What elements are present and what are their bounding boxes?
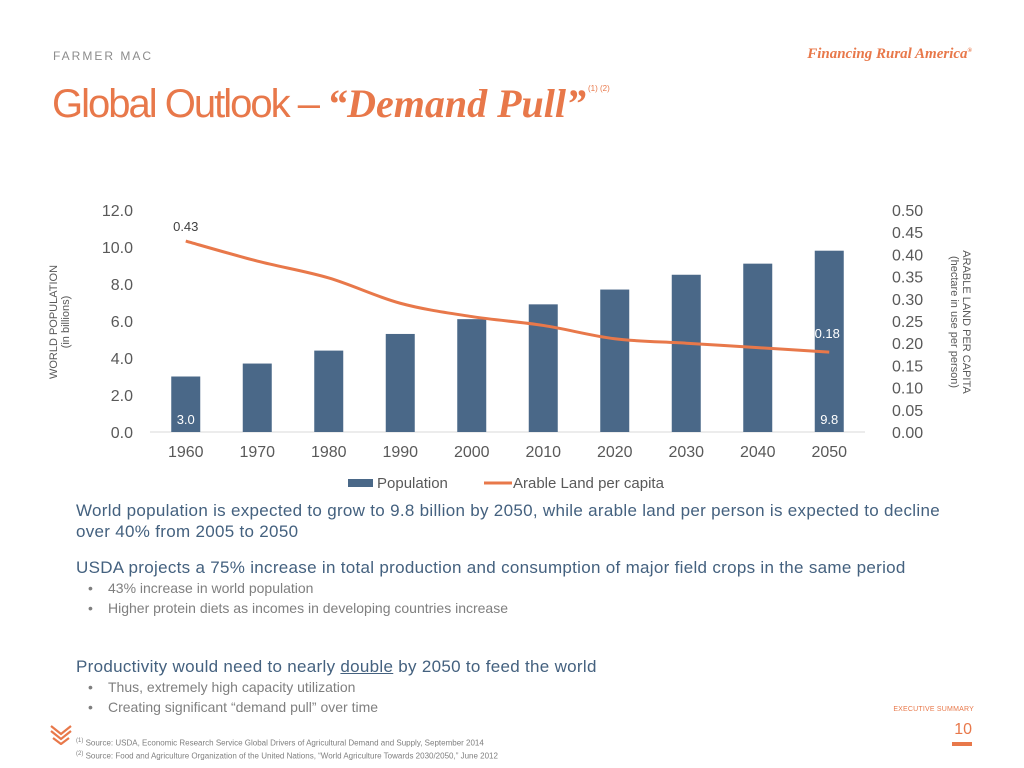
data-label: 0.18 [815, 326, 840, 341]
x-tick-label: 1960 [168, 444, 204, 461]
y2-tick-label: 0.10 [892, 381, 923, 398]
x-tick-label: 2010 [525, 444, 561, 461]
population-bar [242, 363, 272, 432]
lead-text-part: by 2050 to feed the world [393, 657, 597, 676]
bullet-item: • Thus, extremely high capacity utilizati… [76, 677, 976, 697]
x-tick-label: 1990 [382, 444, 418, 461]
y-tick-label: 4.0 [111, 351, 133, 368]
population-bar [385, 333, 415, 432]
population-bar [457, 319, 487, 432]
population-bar [600, 289, 630, 432]
y2-tick-label: 0.30 [892, 292, 923, 309]
farmer-mac-logo-icon [50, 725, 72, 745]
y2-tick-label: 0.40 [892, 247, 923, 264]
x-tick-label: 1980 [311, 444, 347, 461]
page-title: Global Outlook – “Demand Pull” (1) (2) [52, 80, 610, 127]
title-plain: Global Outlook – [52, 82, 328, 126]
y2-tick-label: 0.15 [892, 358, 923, 375]
population-arable-chart: 0.0 2.0 4.0 6.0 8.0 10.0 12.0 0.00 0.05 0.10 0.15… [102, 203, 923, 492]
legend-swatch-population [348, 479, 373, 487]
y-tick-label: 6.0 [111, 314, 133, 331]
brand-name: FARMER MAC [53, 49, 154, 63]
y-axis-right-title: ARABLE LAND PER CAPITA [960, 250, 972, 394]
bullet-text: Higher protein diets as incomes in devel… [108, 600, 508, 616]
paragraph-productivity: Productivity would need to nearly double… [76, 656, 976, 717]
x-tick-label: 1970 [239, 444, 275, 461]
bullet-icon: • [88, 580, 93, 596]
footnote-text: Source: USDA, Economic Research Service … [83, 738, 484, 748]
y2-tick-label: 0.05 [892, 403, 923, 420]
lead-text: USDA projects a 75% increase in total pr… [76, 558, 906, 577]
footnote-ref: (2) [76, 750, 84, 757]
y2-tick-label: 0.45 [892, 225, 923, 242]
bullet-item: • Creating significant “demand pull” over… [76, 697, 976, 717]
y-axis-left-subtitle: (in billions) [60, 295, 72, 349]
bullet-icon: • [88, 679, 93, 695]
bullet-text: Thus, extremely high capacity utilizatio… [108, 679, 356, 695]
y-axis-right-ticks: 0.00 0.05 0.10 0.15 0.20 0.25 0.30 0.35 0.40 0.45… [892, 203, 923, 442]
y-tick-label: 0.0 [111, 425, 133, 442]
y-axis-right-subtitle: (hectare in use per person) [948, 255, 960, 389]
population-bar [171, 376, 201, 432]
x-tick-label: 2020 [597, 444, 633, 461]
paragraph-population: World population is expected to grow to … [76, 500, 976, 542]
x-tick-label: 2050 [811, 444, 847, 461]
lead-text-part: Productivity would need to nearly [76, 657, 341, 676]
y-axis-left-ticks: 0.0 2.0 4.0 6.0 8.0 10.0 12.0 [102, 203, 133, 442]
title-footnote-refs: (1) (2) [587, 84, 610, 93]
population-bars [171, 250, 844, 432]
data-labels: 3.0 9.8 0.43 0.18 [173, 219, 840, 427]
data-label: 9.8 [820, 412, 838, 427]
bullet-icon: • [88, 600, 93, 616]
bullet-item: • Higher protein diets as incomes in deve… [76, 598, 976, 618]
y2-tick-label: 0.35 [892, 270, 923, 287]
footnotes: (1) Source: USDA, Economic Research Serv… [76, 736, 498, 761]
y-tick-label: 10.0 [102, 240, 133, 257]
footnote-ref: (1) [76, 738, 84, 744]
y-axis-right-label: ARABLE LAND PER CAPITA (hectare in use p… [948, 242, 972, 402]
lead-text: World population is expected to grow to … [76, 501, 940, 541]
population-bar [314, 350, 344, 432]
y-tick-label: 2.0 [111, 388, 133, 405]
page-number: 10 [954, 721, 972, 738]
y-axis-left-label: WORLD POPULATION (in billions) [48, 252, 72, 392]
lead-text: Productivity would need to nearly double… [76, 656, 976, 677]
population-bar [671, 274, 701, 432]
arable-land-line [185, 239, 830, 354]
data-label: 3.0 [177, 412, 195, 427]
footnote-1: (1) Source: USDA, Economic Research Serv… [76, 736, 498, 749]
registered-mark: ® [967, 48, 972, 54]
x-tick-label: 2030 [668, 444, 704, 461]
legend-label-population: Population [377, 475, 448, 492]
section-label: EXECUTIVE SUMMARY [893, 706, 974, 713]
y-axis-left-title: WORLD POPULATION [48, 264, 60, 380]
y2-tick-label: 0.20 [892, 336, 923, 353]
tagline: Financing Rural America® [807, 46, 972, 63]
y2-tick-label: 0.00 [892, 425, 923, 442]
tagline-text: Financing Rural America [807, 46, 968, 62]
bullet-icon: • [88, 699, 93, 715]
bullet-text: Creating significant “demand pull” over … [108, 699, 379, 715]
bullet-text: 43% increase in world population [108, 580, 314, 596]
x-tick-label: 2040 [740, 444, 776, 461]
footnote-2: (2) Source: Food and Agriculture Organiz… [76, 749, 498, 762]
x-axis-ticks: 1960 1970 1980 1990 2000 2010 2020 2030 2040 2050 [168, 444, 847, 461]
data-label: 0.43 [173, 219, 198, 234]
x-tick-label: 2000 [454, 444, 490, 461]
y-tick-label: 8.0 [111, 277, 133, 294]
chart-legend: Population Arable Land per capita [348, 475, 665, 492]
population-bar [814, 250, 844, 432]
page-number-underline [952, 742, 972, 746]
title-italic: “Demand Pull” [327, 81, 586, 126]
footnote-text: Source: Food and Agriculture Organizatio… [83, 751, 498, 761]
underlined-word: double [340, 657, 394, 676]
bullet-item: • 43% increase in world population [76, 578, 976, 598]
legend-label-arable: Arable Land per capita [513, 475, 665, 492]
y2-tick-label: 0.25 [892, 314, 923, 331]
y-tick-label: 12.0 [102, 203, 133, 220]
paragraph-usda: USDA projects a 75% increase in total pr… [76, 557, 976, 618]
y2-tick-label: 0.50 [892, 203, 923, 220]
